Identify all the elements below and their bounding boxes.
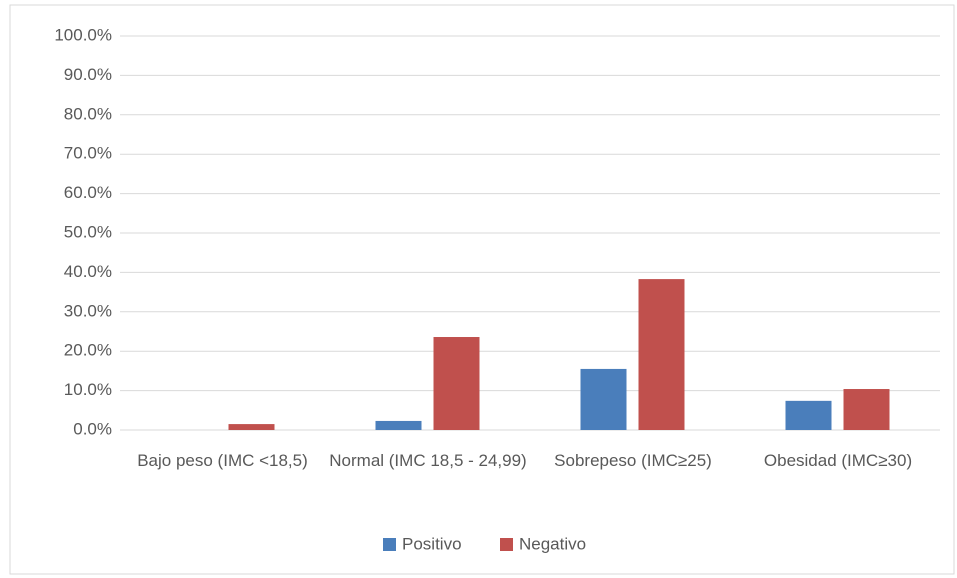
- y-tick-label: 50.0%: [64, 222, 112, 241]
- y-tick-label: 20.0%: [64, 341, 112, 360]
- y-tick-label: 60.0%: [64, 183, 112, 202]
- chart-border: [9, 4, 955, 575]
- y-tick-label: 10.0%: [64, 380, 112, 399]
- bar: [375, 420, 422, 430]
- bar: [433, 337, 480, 430]
- bar: [785, 400, 832, 430]
- x-tick-label: Bajo peso (IMC <18,5): [137, 451, 308, 470]
- y-tick-label: 70.0%: [64, 144, 112, 163]
- y-tick-label: 80.0%: [64, 104, 112, 123]
- y-tick-label: 100.0%: [54, 25, 112, 44]
- x-tick-label: Normal (IMC 18,5 - 24,99): [329, 451, 527, 470]
- legend-label: Negativo: [519, 534, 586, 553]
- bar: [843, 389, 890, 430]
- y-tick-label: 90.0%: [64, 65, 112, 84]
- bar: [228, 424, 275, 430]
- legend-swatch: [383, 538, 396, 551]
- legend-label: Positivo: [402, 534, 462, 553]
- bar: [638, 279, 685, 430]
- y-tick-label: 30.0%: [64, 301, 112, 320]
- y-tick-label: 0.0%: [73, 419, 112, 438]
- x-tick-label: Obesidad (IMC≥30): [763, 451, 913, 470]
- x-tick-label: Sobrepeso (IMC≥25): [554, 451, 712, 470]
- bar: [580, 368, 627, 430]
- y-tick-label: 40.0%: [64, 262, 112, 281]
- legend-swatch: [500, 538, 513, 551]
